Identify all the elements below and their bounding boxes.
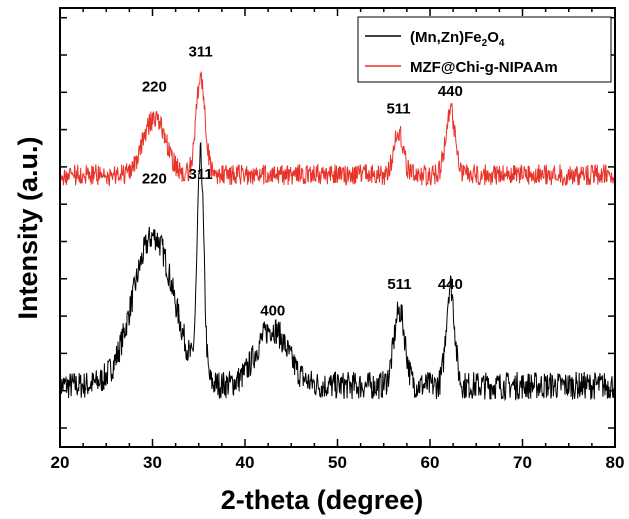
x-tick-label: 80 [606,453,625,472]
peak-label: 311 [188,43,212,60]
x-tick-label: 30 [143,453,162,472]
legend-label-1: MZF@Chi-g-NIPAAm [410,59,558,76]
peak-label: 440 [438,83,463,100]
x-tick-label: 20 [51,453,70,472]
series-line-0 [59,141,616,402]
y-axis-title: Intensity (a.u.) [13,136,43,319]
peak-label: 511 [386,100,410,117]
peak-label: 511 [387,276,411,293]
series-line-1 [59,71,616,187]
tick-layer: 20 30 40 50 60 70 80 [51,8,625,472]
annotation-layer: 220 311 511 440 220 311 400 511 440 [142,43,463,319]
peak-label: 220 [142,171,167,188]
peak-label: 400 [260,302,285,319]
x-tick-label: 70 [513,453,532,472]
legend-box [357,16,612,83]
legend-label-0: (Mn,Zn)Fe2O4 [410,29,505,49]
x-tick-label: 40 [236,453,255,472]
peak-label: 220 [142,78,167,95]
series-layer [59,71,616,402]
x-tick-label: 50 [328,453,347,472]
peak-label: 440 [438,276,463,293]
legend: (Mn,Zn)Fe2O4 MZF@Chi-g-NIPAAm [357,16,612,83]
x-tick-label: 60 [421,453,440,472]
peak-label: 311 [188,166,212,183]
x-axis-title: 2-theta (degree) [221,485,424,515]
